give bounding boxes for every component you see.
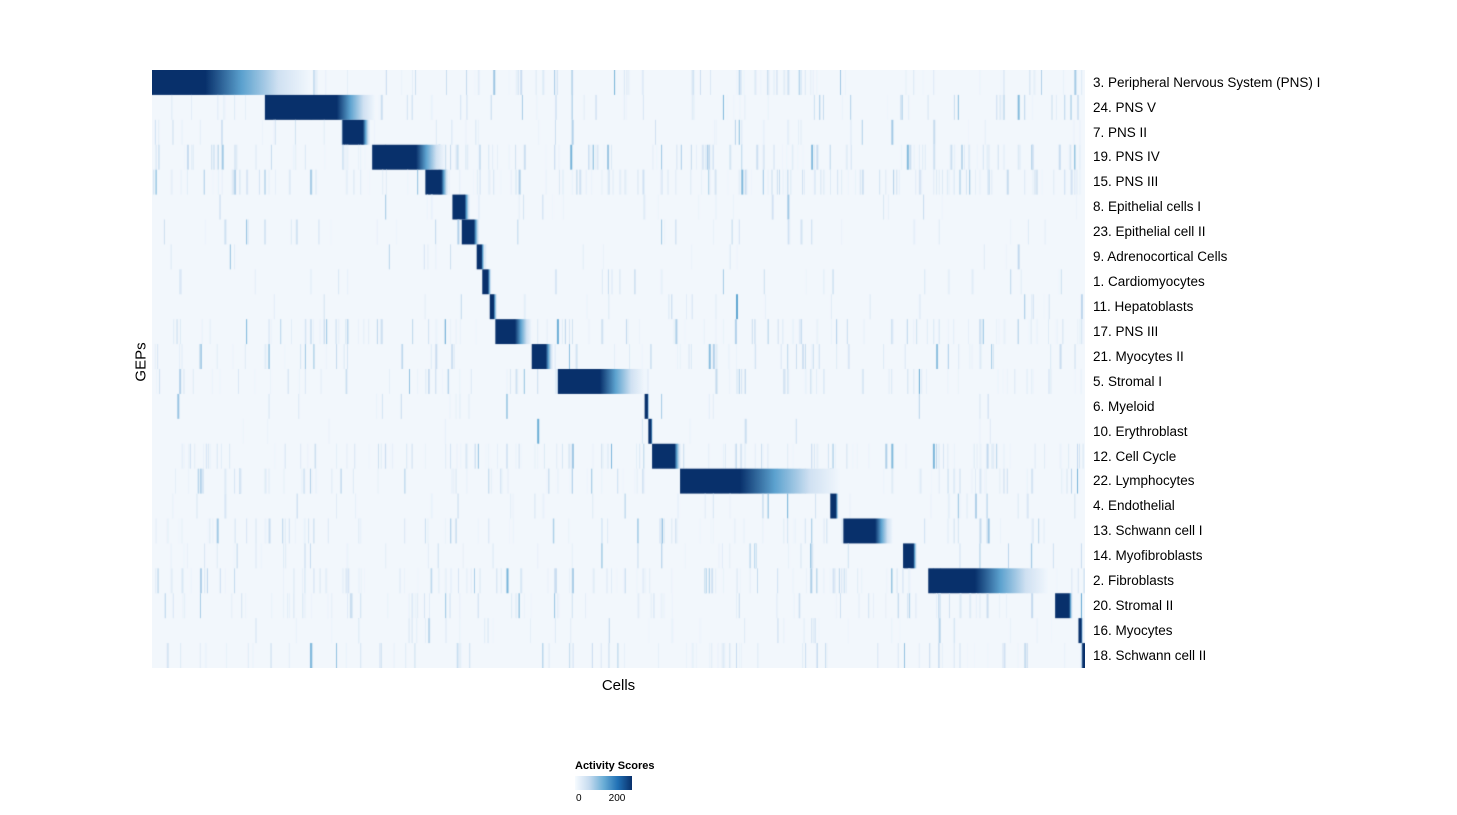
- row-label: 15. PNS III: [1093, 174, 1159, 190]
- row-label: 3. Peripheral Nervous System (PNS) I: [1093, 74, 1321, 90]
- heatmap-canvas: [152, 70, 1085, 668]
- row-label: 18. Schwann cell II: [1093, 647, 1207, 663]
- row-label: 19. PNS IV: [1093, 149, 1160, 165]
- row-label: 11. Hepatoblasts: [1093, 299, 1194, 314]
- legend-gradient-bar: [575, 776, 632, 790]
- row-label: 17. PNS III: [1093, 323, 1159, 339]
- row-label: 20. Stromal II: [1093, 598, 1174, 614]
- row-label: 22. Lymphocytes: [1093, 473, 1195, 489]
- row-label: 9. Adrenocortical Cells: [1093, 249, 1228, 265]
- x-axis-label: Cells: [601, 677, 636, 694]
- row-label: 24. PNS V: [1093, 99, 1157, 115]
- row-label: 1. Cardiomyocytes: [1093, 274, 1205, 290]
- row-label: 14. Myofibroblasts: [1093, 548, 1203, 564]
- row-label: 6. Myeloid: [1093, 398, 1155, 414]
- row-label: 4. Endothelial: [1093, 498, 1175, 514]
- legend-min-tick: 0: [576, 793, 582, 804]
- row-label: 8. Epithelial cells I: [1093, 199, 1202, 215]
- legend-title: Activity Scores: [575, 760, 655, 772]
- row-label: 5. Stromal I: [1093, 373, 1163, 389]
- row-labels: 3. Peripheral Nervous System (PNS) I 24. …: [1093, 70, 1453, 668]
- row-label: 12. Cell Cycle: [1093, 448, 1177, 464]
- row-label: 23. Epithelial cell II: [1093, 224, 1206, 240]
- row-label: 10. Erythroblast: [1093, 423, 1188, 439]
- legend-max-tick: 200: [608, 793, 626, 804]
- row-label: 2. Fibroblasts: [1093, 573, 1175, 589]
- row-label: 7. PNS II: [1093, 124, 1148, 140]
- y-axis-label: GEPs: [132, 342, 150, 382]
- legend-ticks: 0 200: [575, 793, 715, 805]
- legend: Activity Scores 0 200: [575, 760, 715, 805]
- row-label: 13. Schwann cell I: [1093, 523, 1203, 539]
- row-label: 16. Myocytes: [1093, 622, 1173, 638]
- row-label: 21. Myocytes II: [1093, 348, 1184, 364]
